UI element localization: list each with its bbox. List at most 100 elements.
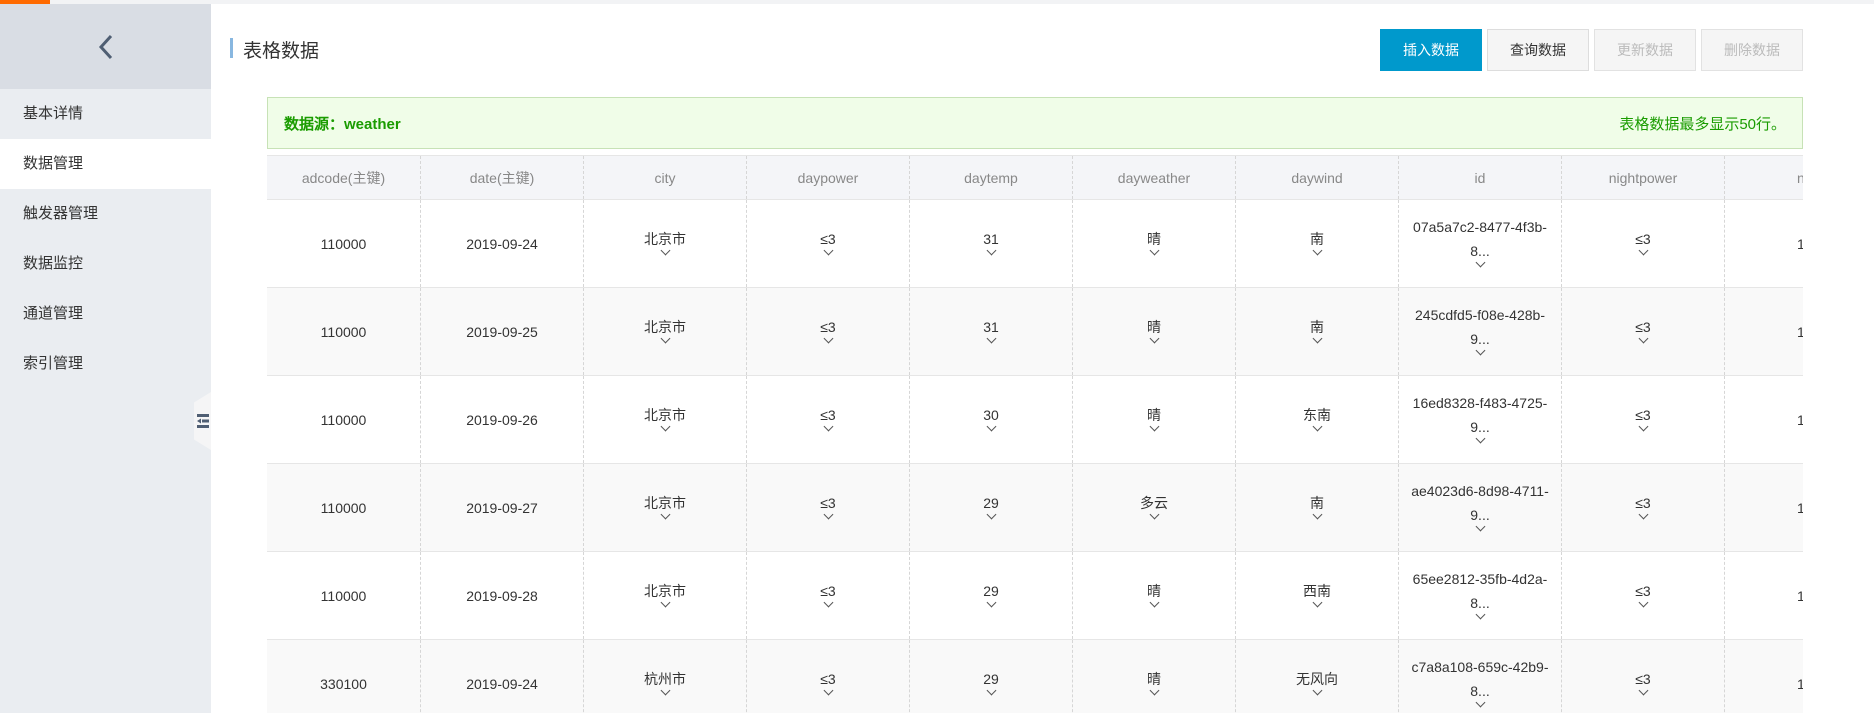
cell-value: ≤3 bbox=[1635, 407, 1651, 423]
cell-value: 南 bbox=[1310, 231, 1324, 247]
table-cell: c7a8a108-659c-42b9-8... bbox=[1399, 640, 1562, 713]
sidebar-item-5[interactable]: 索引管理 bbox=[23, 355, 84, 372]
table-cell: ≤3 bbox=[747, 464, 910, 551]
cell-value: 晴 bbox=[1147, 319, 1161, 335]
sidebar-item-1[interactable]: 数据管理 bbox=[0, 139, 211, 189]
top-bar bbox=[0, 0, 1874, 4]
cell-value: 29 bbox=[983, 495, 999, 511]
table-cell: 29 bbox=[910, 552, 1073, 639]
cell-value: 晴 bbox=[1147, 407, 1161, 423]
column-header[interactable]: id bbox=[1399, 156, 1562, 199]
table-cell: 29 bbox=[910, 640, 1073, 713]
cell-value: 1 bbox=[1797, 672, 1803, 696]
column-header[interactable]: city bbox=[584, 156, 747, 199]
column-header[interactable]: daypower bbox=[747, 156, 910, 199]
insert-data-button[interactable]: 插入数据 bbox=[1380, 29, 1482, 71]
table-cell: ≤3 bbox=[1562, 552, 1725, 639]
table-row: 330100 2019-09-24 杭州市 ≤3 29 晴 无风向 c7a8a108-659c… bbox=[267, 640, 1803, 713]
chevron-left-icon bbox=[98, 34, 112, 59]
sidebar-item-3[interactable]: 数据监控 bbox=[23, 255, 84, 272]
cell-value: 110000 bbox=[320, 323, 367, 340]
table-cell: 1 bbox=[1725, 200, 1803, 287]
cell-value: 2019-09-24 bbox=[466, 675, 538, 692]
table-cell: 北京市 bbox=[584, 552, 747, 639]
table-cell: 1 bbox=[1725, 376, 1803, 463]
table-cell: 2019-09-25 bbox=[421, 288, 584, 375]
table-cell: 1 bbox=[1725, 552, 1803, 639]
table-cell: 多云 bbox=[1073, 464, 1236, 551]
table-cell: 北京市 bbox=[584, 376, 747, 463]
table-cell: 北京市 bbox=[584, 200, 747, 287]
sidebar-collapse-toggle[interactable] bbox=[194, 392, 211, 450]
table-cell: 110000 bbox=[267, 288, 421, 375]
cell-value: 北京市 bbox=[644, 583, 686, 599]
cell-value: 南 bbox=[1310, 319, 1324, 335]
cell-value: 110000 bbox=[320, 235, 367, 252]
cell-value: 杭州市 bbox=[644, 671, 686, 687]
table-cell: ≤3 bbox=[747, 552, 910, 639]
cell-value: 2019-09-26 bbox=[466, 411, 538, 428]
table-cell: 南 bbox=[1236, 200, 1399, 287]
collapse-menu-icon bbox=[196, 414, 209, 428]
cell-value: c7a8a108-659c-42b9-8... bbox=[1411, 659, 1549, 699]
cell-value: ≤3 bbox=[820, 231, 836, 247]
cell-value: 16ed8328-f483-4725-9... bbox=[1412, 395, 1548, 435]
sidebar-item-4[interactable]: 通道管理 bbox=[23, 305, 84, 322]
back-button[interactable] bbox=[0, 4, 211, 89]
column-header[interactable]: nightpower bbox=[1562, 156, 1725, 199]
cell-value: ≤3 bbox=[820, 319, 836, 335]
cell-value: 北京市 bbox=[644, 495, 686, 511]
cell-value: 2019-09-24 bbox=[466, 235, 538, 252]
table-cell: 16ed8328-f483-4725-9... bbox=[1399, 376, 1562, 463]
table-cell: 65ee2812-35fb-4d2a-8... bbox=[1399, 552, 1562, 639]
column-header[interactable]: dayweather bbox=[1073, 156, 1236, 199]
cell-value: ≤3 bbox=[820, 583, 836, 599]
table-cell: 南 bbox=[1236, 288, 1399, 375]
table-cell: ≤3 bbox=[747, 640, 910, 713]
table-cell: 晴 bbox=[1073, 552, 1236, 639]
sidebar-item-0[interactable]: 基本详情 bbox=[23, 105, 84, 122]
cell-value: ≤3 bbox=[1635, 495, 1651, 511]
query-data-button[interactable]: 查询数据 bbox=[1487, 29, 1589, 71]
cell-value: 北京市 bbox=[644, 231, 686, 247]
cell-value: 晴 bbox=[1147, 671, 1161, 687]
datasource-banner: 数据源：weather 表格数据最多显示50行。 bbox=[267, 97, 1803, 149]
data-table: adcode(主键) date(主键) city daypower daytemp day… bbox=[267, 155, 1803, 713]
page-title: 表格数据 bbox=[243, 41, 320, 62]
table-cell: 29 bbox=[910, 464, 1073, 551]
table-row: 110000 2019-09-25 北京市 ≤3 31 晴 南 245cdfd5-f08e-4… bbox=[267, 288, 1803, 376]
table-cell: 110000 bbox=[267, 200, 421, 287]
cell-value: 29 bbox=[983, 583, 999, 599]
table-cell: 无风向 bbox=[1236, 640, 1399, 713]
column-header[interactable]: date(主键) bbox=[421, 156, 584, 199]
table-cell: 北京市 bbox=[584, 464, 747, 551]
table-cell: ≤3 bbox=[1562, 464, 1725, 551]
table-cell: ≤3 bbox=[1562, 640, 1725, 713]
table-cell: 2019-09-24 bbox=[421, 640, 584, 713]
sidebar-item-2[interactable]: 触发器管理 bbox=[23, 205, 99, 222]
cell-value: 1 bbox=[1797, 232, 1803, 256]
sidebar: 基本详情数据管理触发器管理数据监控通道管理索引管理 bbox=[0, 4, 211, 713]
delete-data-button[interactable]: 删除数据 bbox=[1701, 29, 1803, 71]
column-header[interactable]: daytemp bbox=[910, 156, 1073, 199]
column-header[interactable]: nighttemp bbox=[1725, 156, 1803, 199]
table-cell: 1 bbox=[1725, 288, 1803, 375]
column-header[interactable]: adcode(主键) bbox=[267, 156, 421, 199]
table-cell: ≤3 bbox=[747, 288, 910, 375]
cell-value: 330100 bbox=[320, 675, 367, 692]
cell-value: 07a5a7c2-8477-4f3b-8... bbox=[1413, 219, 1547, 259]
table-cell: 2019-09-28 bbox=[421, 552, 584, 639]
cell-value: 1 bbox=[1797, 408, 1803, 432]
table-cell: 07a5a7c2-8477-4f3b-8... bbox=[1399, 200, 1562, 287]
table-cell: 1 bbox=[1725, 640, 1803, 713]
update-data-button[interactable]: 更新数据 bbox=[1594, 29, 1696, 71]
table-cell: 2019-09-24 bbox=[421, 200, 584, 287]
cell-value: 西南 bbox=[1303, 583, 1331, 599]
column-header[interactable]: daywind bbox=[1236, 156, 1399, 199]
cell-value: 110000 bbox=[320, 499, 367, 516]
cell-value: 65ee2812-35fb-4d2a-8... bbox=[1412, 571, 1548, 611]
cell-value: 南 bbox=[1310, 495, 1324, 511]
table-row: 110000 2019-09-24 北京市 ≤3 31 晴 南 07a5a7c2-8477-4… bbox=[267, 200, 1803, 288]
cell-value: 1 bbox=[1797, 496, 1803, 520]
cell-value: ≤3 bbox=[1635, 671, 1651, 687]
